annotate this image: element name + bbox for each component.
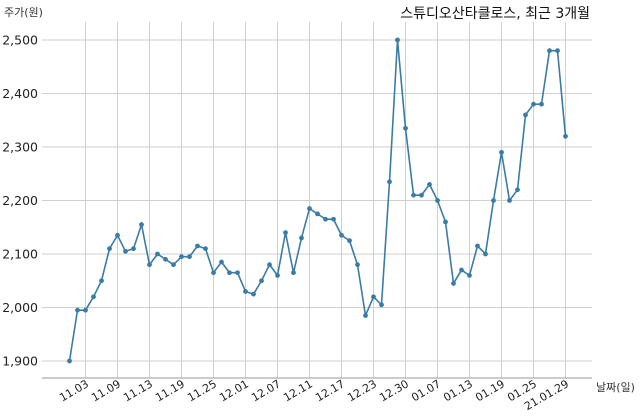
data-point — [139, 222, 144, 227]
data-point — [91, 294, 96, 300]
x-tick-label: 11.03 — [57, 377, 91, 404]
data-point — [411, 192, 416, 198]
data-point — [507, 198, 512, 203]
y-axis-ticks: 1,900 2,000 2,100 2,200 2,300 2,400 2,500 — [2, 33, 38, 369]
data-point — [147, 262, 152, 268]
data-points — [67, 37, 568, 364]
x-tick-label: 12.07 — [249, 377, 283, 404]
data-point — [339, 232, 344, 238]
data-point — [419, 192, 424, 198]
data-point — [443, 219, 448, 225]
x-tick-label: 12.17 — [313, 377, 347, 404]
data-point — [435, 198, 440, 203]
x-tick-label: 12.23 — [345, 377, 379, 404]
data-point — [219, 259, 224, 265]
data-point — [499, 149, 504, 155]
data-point — [203, 246, 208, 252]
data-point — [291, 270, 296, 276]
data-point — [171, 262, 176, 268]
x-axis-label: 날짜(일) — [596, 380, 635, 394]
data-point — [115, 232, 120, 238]
y-axis-label: 주가(원) — [4, 6, 43, 19]
data-point — [283, 230, 288, 236]
data-point — [355, 262, 360, 268]
data-point — [539, 101, 544, 107]
y-tick-label: 2,200 — [2, 193, 38, 208]
y-tick-label: 2,500 — [2, 33, 38, 48]
data-point — [467, 273, 472, 278]
data-point — [379, 302, 384, 308]
y-tick-label: 2,400 — [2, 86, 38, 101]
x-tick-label: 12.11 — [281, 377, 315, 404]
data-point — [371, 294, 376, 300]
data-point — [451, 281, 456, 286]
data-point — [331, 216, 336, 222]
data-point — [403, 125, 408, 131]
x-axis-ticks: 11.0311.0911.1311.1911.2512.0112.0712.11… — [57, 377, 571, 413]
x-tick-label: 11.25 — [185, 377, 219, 404]
x-tick-label: 11.19 — [153, 377, 187, 404]
data-point — [243, 289, 248, 294]
x-tick-label: 01.07 — [409, 377, 443, 404]
data-point — [523, 112, 528, 118]
chart-title: 스튜디오산타클로스, 최근 3개월 — [400, 6, 590, 22]
y-tick-label: 2,100 — [2, 247, 38, 262]
y-tick-label: 2,000 — [2, 300, 38, 315]
data-point — [395, 37, 400, 43]
x-tick-label: 11.09 — [89, 377, 123, 404]
data-point — [179, 254, 184, 260]
data-point — [363, 313, 368, 318]
data-point — [531, 101, 536, 107]
data-point — [163, 256, 168, 262]
data-point — [387, 179, 392, 185]
data-point — [107, 246, 112, 252]
data-point — [267, 262, 272, 268]
data-point — [195, 243, 200, 249]
data-point — [323, 216, 328, 222]
data-point — [131, 246, 136, 252]
data-point — [75, 307, 80, 313]
data-point — [155, 251, 160, 257]
data-point — [259, 278, 264, 284]
x-tick-label: 01.13 — [441, 377, 475, 404]
x-tick-label: 01.19 — [473, 377, 507, 404]
data-point — [235, 270, 240, 276]
data-point — [123, 248, 128, 254]
x-tick-label: 12.01 — [217, 377, 251, 404]
data-point — [99, 278, 104, 284]
data-point — [555, 48, 560, 54]
data-point — [307, 206, 312, 211]
y-tick-label: 1,900 — [2, 354, 38, 369]
x-tick-label: 12.30 — [377, 377, 411, 404]
data-point — [491, 198, 496, 203]
data-point — [563, 133, 568, 139]
data-point — [483, 251, 488, 257]
data-point — [251, 291, 256, 297]
data-point — [347, 238, 352, 244]
data-point — [475, 243, 480, 249]
x-tick-label: 11.13 — [121, 377, 155, 404]
data-point — [67, 358, 72, 364]
data-point — [211, 270, 216, 276]
data-point — [83, 307, 88, 313]
data-point — [275, 273, 280, 278]
data-point — [187, 254, 192, 260]
data-point — [299, 235, 304, 241]
data-point — [315, 211, 320, 217]
y-tick-label: 2,300 — [2, 140, 38, 155]
data-point — [547, 48, 552, 54]
data-point — [227, 270, 232, 276]
grid — [42, 22, 592, 378]
data-point — [515, 187, 520, 193]
data-point — [459, 267, 464, 273]
data-point — [427, 182, 432, 187]
